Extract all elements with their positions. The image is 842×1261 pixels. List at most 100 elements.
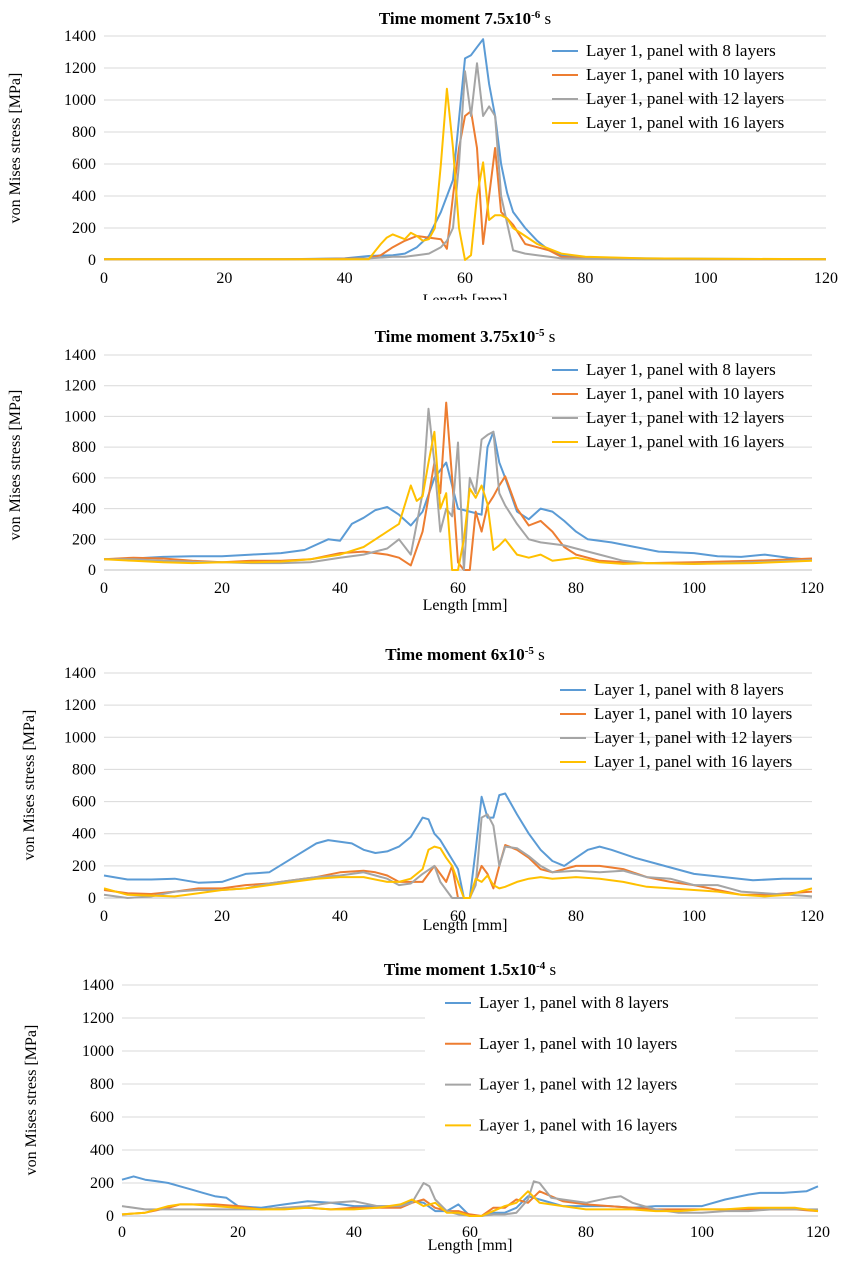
y-tick-label: 1400: [82, 977, 114, 994]
x-tick-label: 80: [568, 580, 584, 597]
y-tick-label: 200: [72, 858, 96, 875]
legend: Layer 1, panel with 8 layers Layer 1, pan…: [560, 680, 792, 771]
series-line-2: [121, 1190, 819, 1217]
x-tick-label: 0: [100, 580, 108, 597]
x-tick-label: 80: [577, 270, 593, 287]
x-tick-label: 100: [694, 270, 718, 287]
chart-1: 0 200 400 600 800 1000 1200 1400 0 20 40 60 80 100 120…: [7, 9, 838, 300]
legend-label: Layer 1, panel with 16 layers: [594, 752, 792, 771]
legend-label: Layer 1, panel with 12 layers: [479, 1075, 677, 1094]
x-tick-label: 20: [230, 1224, 246, 1241]
x-tick-label: 20: [216, 270, 232, 287]
series-line-4: [104, 87, 827, 261]
y-tick-label: 400: [72, 826, 96, 843]
y-tick-label: 1000: [64, 408, 96, 425]
legend-label: Layer 1, panel with 10 layers: [479, 1034, 677, 1053]
x-axis-label: Length [mm]: [423, 292, 508, 300]
series-line-3: [103, 813, 813, 899]
x-tick-label: 60: [462, 1224, 478, 1241]
y-tick-label: 800: [72, 761, 96, 778]
chart-title: Time moment 7.5x10-6 s: [379, 9, 551, 28]
series-line-3: [104, 407, 813, 571]
y-tick-label: 200: [90, 1175, 114, 1192]
y-tick-label: 600: [72, 470, 96, 487]
x-tick-label: 20: [214, 580, 230, 597]
x-tick-label: 120: [814, 270, 838, 287]
series-line-4: [103, 845, 813, 899]
y-tick-label: 0: [88, 890, 96, 907]
legend-label: Layer 1, panel with 12 layers: [594, 728, 792, 747]
x-tick-label: 100: [682, 580, 706, 597]
legend: Layer 1, panel with 8 layers Layer 1, pan…: [552, 41, 784, 132]
chart-panel-1: 0 200 400 600 800 1000 1200 1400 0 20 40 60 80 100 120…: [0, 0, 842, 300]
x-tick-label: 80: [568, 908, 584, 925]
x-tick-label: 120: [800, 580, 824, 597]
y-axis-label: von Mises stress [MPa]: [7, 73, 24, 224]
y-tick-label: 0: [88, 252, 96, 269]
chart-title: Time moment 3.75x10-5 s: [375, 327, 556, 346]
legend: Layer 1, panel with 8 layers Layer 1, pan…: [425, 986, 735, 1156]
y-tick-label: 1400: [64, 28, 96, 45]
y-tick-label: 400: [90, 1142, 114, 1159]
series-line-4: [121, 1190, 819, 1217]
chart-3: 0 200 400 600 800 1000 1200 1400 0 20 40 60 80 100 120…: [21, 645, 824, 934]
y-tick-label: 800: [72, 439, 96, 456]
x-tick-label: 0: [100, 270, 108, 287]
x-tick-label: 100: [682, 908, 706, 925]
x-tick-label: 120: [806, 1224, 830, 1241]
legend-label: Layer 1, panel with 8 layers: [586, 41, 776, 60]
legend-label: Layer 1, panel with 8 layers: [594, 680, 784, 699]
chart-panel-3: 0 200 400 600 800 1000 1200 1400 0 20 40 60 80 100 120…: [0, 640, 842, 940]
chart-title: Time moment 1.5x10-4 s: [384, 960, 556, 979]
x-tick-label: 0: [118, 1224, 126, 1241]
series-line-4: [103, 430, 813, 571]
chart-panel-2: 0 200 400 600 800 1000 1200 1400 0 20 40 60 80 100 120…: [0, 320, 842, 620]
y-tick-label: 1200: [64, 60, 96, 77]
y-tick-label: 1000: [64, 729, 96, 746]
x-tick-label: 20: [214, 908, 230, 925]
y-tick-label: 1200: [82, 1010, 114, 1027]
x-tick-label: 0: [100, 908, 108, 925]
y-tick-label: 200: [72, 220, 96, 237]
series-line-2: [104, 110, 826, 261]
y-tick-label: 0: [106, 1208, 114, 1225]
x-tick-label: 40: [346, 1224, 362, 1241]
legend-label: Layer 1, panel with 16 layers: [479, 1115, 677, 1134]
x-tick-label: 40: [332, 908, 348, 925]
legend-label: Layer 1, panel with 10 layers: [586, 65, 784, 84]
x-tick-label: 80: [578, 1224, 594, 1241]
x-axis-label: Length [mm]: [423, 917, 508, 934]
chart-2: 0 200 400 600 800 1000 1200 1400 0 20 40 60 80 100 120…: [7, 327, 824, 614]
x-tick-label: 40: [337, 270, 353, 287]
y-tick-label: 400: [72, 188, 96, 205]
x-axis-label: Length [mm]: [428, 1237, 513, 1254]
y-tick-label: 1000: [64, 92, 96, 109]
y-tick-label: 0: [88, 562, 96, 579]
chart-4: 0 200 400 600 800 1000 1200 1400 0 20 40 60 80 100 120…: [23, 960, 830, 1254]
y-axis-label: von Mises stress [MPa]: [21, 710, 38, 861]
y-axis-label: von Mises stress [MPa]: [23, 1025, 40, 1176]
legend-label: Layer 1, panel with 12 layers: [586, 408, 784, 427]
legend-background: [425, 986, 735, 1156]
y-tick-label: 1400: [64, 347, 96, 364]
x-tick-label: 60: [450, 580, 466, 597]
y-tick-label: 200: [72, 531, 96, 548]
y-tick-label: 600: [90, 1109, 114, 1126]
y-tick-label: 1200: [64, 378, 96, 395]
x-axis-label: Length [mm]: [423, 597, 508, 614]
x-tick-label: 40: [332, 580, 348, 597]
legend-label: Layer 1, panel with 16 layers: [586, 432, 784, 451]
y-tick-label: 800: [90, 1076, 114, 1093]
x-tick-label: 120: [800, 908, 824, 925]
legend-label: Layer 1, panel with 16 layers: [586, 113, 784, 132]
x-tick-label: 100: [690, 1224, 714, 1241]
y-tick-label: 400: [72, 501, 96, 518]
chart-panel-4: 0 200 400 600 800 1000 1200 1400 0 20 40 60 80 100 120…: [0, 955, 842, 1261]
legend-label: Layer 1, panel with 8 layers: [586, 360, 776, 379]
x-tick-label: 60: [450, 908, 466, 925]
series-line-1: [103, 792, 812, 899]
series-line-2: [103, 401, 813, 571]
y-tick-label: 600: [72, 156, 96, 173]
x-tick-label: 60: [457, 270, 473, 287]
legend-label: Layer 1, panel with 12 layers: [586, 89, 784, 108]
